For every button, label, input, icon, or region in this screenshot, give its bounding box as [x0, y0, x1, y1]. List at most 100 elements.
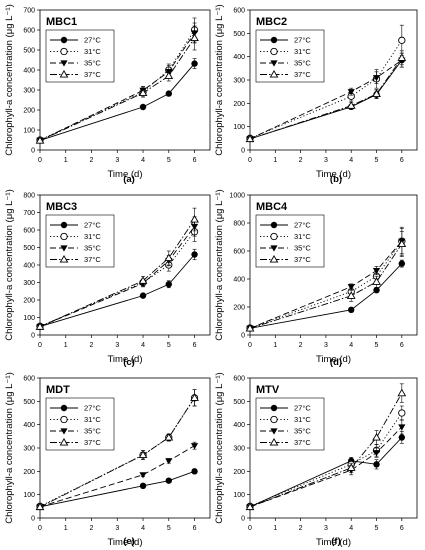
- x-tick-label: 1: [273, 157, 277, 164]
- panel-title: MTV: [256, 384, 280, 396]
- y-tick-label: 400: [233, 422, 245, 429]
- marker-open-circle: [270, 415, 278, 424]
- y-tick-label: 700: [23, 210, 35, 217]
- series-line: [39, 231, 195, 327]
- plot-frame: [249, 194, 418, 336]
- y-tick-label: 0: [241, 148, 245, 155]
- y-tick-label: 300: [23, 88, 35, 95]
- x-tick-label: 6: [193, 525, 197, 532]
- y-tick-label: 200: [23, 298, 35, 305]
- marker-filled-triangle: [372, 75, 381, 82]
- y-tick-label: 600: [233, 8, 245, 15]
- series-line: [39, 470, 195, 508]
- marker-open-triangle: [346, 291, 356, 299]
- chart-panel-mbc3: 0 1 2 3 4 5 6 0 100 200 300 400 500 600 700 800 Time (d)…: [4, 189, 211, 368]
- series-line: [39, 37, 195, 142]
- y-tick-label: 300: [233, 78, 245, 85]
- marker-open-circle: [60, 415, 68, 424]
- legend-label: 31°C: [84, 232, 101, 241]
- legend: 27°C 31°C 35°C 37°C: [45, 214, 115, 268]
- marker-filled-circle: [165, 281, 172, 288]
- y-tick-label: 200: [233, 469, 245, 476]
- y-tick-label: 600: [233, 376, 245, 383]
- y-tick-label: 400: [23, 263, 35, 270]
- y-axis-label: Chlorophyll-a concentration (μg L⁻¹): [4, 372, 15, 523]
- y-tick-label: 400: [233, 277, 245, 284]
- x-axis-label: Time (d): [316, 354, 351, 365]
- marker-filled-circle: [398, 260, 406, 267]
- marker-filled-circle: [139, 103, 147, 111]
- marker-open-triangle: [164, 71, 174, 80]
- y-tick-label: 100: [233, 124, 245, 131]
- plot-frame: [39, 9, 211, 151]
- chart-panel-mbc2: 0 1 2 3 4 5 6 0 100 200 300 400 500 600 Time (d) Chloro…: [214, 4, 418, 185]
- y-tick-label: 300: [23, 446, 35, 453]
- y-axis-label: Chlorophyll-a concentration (μg L⁻¹): [214, 372, 225, 523]
- y-tick-label: 500: [23, 48, 35, 55]
- marker-filled-circle: [165, 90, 172, 97]
- x-tick-label: 6: [193, 157, 197, 164]
- chart-panel-mtv: 0 1 2 3 4 5 6 0 100 200 300 400 500 600 Time (d) Chloro…: [214, 372, 418, 548]
- marker-open-triangle: [245, 134, 255, 143]
- marker-open-triangle: [397, 388, 407, 397]
- marker-open-triangle: [35, 322, 45, 330]
- marker-open-circle: [60, 232, 68, 241]
- x-tick-label: 3: [324, 157, 328, 164]
- x-tick-label: 0: [248, 342, 252, 349]
- y-tick-label: 600: [233, 249, 245, 256]
- marker-filled-circle: [270, 36, 278, 44]
- y-axis-label: Chlorophyll-a concentration (μg L⁻¹): [214, 4, 225, 155]
- marker-open-triangle: [245, 502, 255, 511]
- marker-open-triangle: [164, 253, 174, 262]
- x-tick-label: 2: [299, 342, 303, 349]
- series-line: [249, 40, 403, 139]
- x-tick-label: 4: [349, 342, 353, 349]
- y-tick-label: 700: [23, 8, 35, 15]
- x-tick-label: 4: [349, 157, 353, 164]
- marker-open-triangle: [164, 433, 174, 441]
- x-tick-label: 3: [324, 525, 328, 532]
- legend-label: 37°C: [294, 255, 311, 264]
- x-tick-label: 1: [64, 157, 68, 164]
- x-tick-label: 5: [375, 157, 379, 164]
- x-tick-label: 5: [375, 342, 379, 349]
- series-4: [245, 231, 407, 332]
- marker-filled-triangle: [139, 472, 147, 479]
- y-tick-label: 100: [23, 492, 35, 499]
- panel-title: MBC4: [256, 201, 288, 213]
- series-line: [249, 243, 403, 329]
- x-axis-label: Time (d): [316, 537, 351, 548]
- marker-filled-circle: [398, 434, 406, 441]
- legend-label: 31°C: [294, 415, 311, 424]
- y-tick-label: 100: [23, 315, 35, 322]
- x-tick-label: 0: [38, 342, 42, 349]
- panel-letter-label: (f): [331, 536, 341, 547]
- x-tick-label: 6: [400, 525, 404, 532]
- marker-filled-triangle: [60, 60, 68, 67]
- x-tick-label: 1: [64, 525, 68, 532]
- x-tick-label: 2: [299, 157, 303, 164]
- series-4: [35, 25, 199, 144]
- series-4: [245, 383, 407, 511]
- marker-filled-circle: [348, 306, 355, 313]
- legend-label: 35°C: [294, 427, 311, 436]
- x-tick-label: 5: [375, 525, 379, 532]
- series-line: [249, 57, 403, 140]
- x-tick-label: 3: [115, 157, 119, 164]
- x-tick-label: 4: [349, 525, 353, 532]
- marker-open-circle: [60, 47, 68, 56]
- x-tick-label: 5: [167, 157, 171, 164]
- legend-label: 37°C: [84, 70, 101, 79]
- marker-open-triangle: [59, 70, 69, 78]
- marker-filled-circle: [191, 468, 198, 475]
- marker-open-triangle: [59, 255, 69, 263]
- legend-label: 35°C: [84, 427, 101, 436]
- series-line: [249, 59, 403, 140]
- y-tick-label: 600: [23, 228, 35, 235]
- series-line: [249, 240, 403, 329]
- marker-open-circle: [398, 409, 406, 417]
- series-4: [35, 207, 199, 330]
- marker-open-triangle: [35, 136, 45, 144]
- chart-panel-mbc1: 0 1 2 3 4 5 6 0 100 200 300 400 500 600 700 Time (d) Chl…: [4, 4, 211, 185]
